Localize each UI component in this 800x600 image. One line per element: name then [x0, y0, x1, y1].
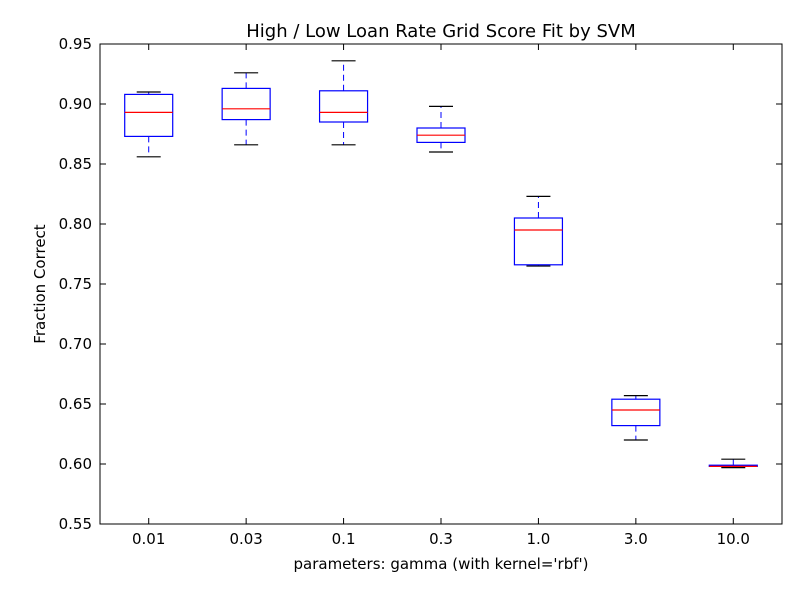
box-series: [124, 60, 758, 469]
y-tick-label-7: 0.90: [59, 95, 92, 113]
y-tick-label-6: 0.85: [59, 155, 92, 173]
y-tick-label-4: 0.75: [59, 275, 92, 293]
box-iqr: [221, 87, 271, 121]
x-tick-label-2: 0.1: [332, 530, 356, 548]
y-tick-label-3: 0.70: [59, 335, 92, 353]
y-axis: 0.55 0.60 0.65 0.70 0.75 0.80 0.85 0.90 0.95: [59, 35, 782, 533]
box-3.0: [611, 395, 661, 441]
box-iqr: [124, 93, 174, 138]
x-tick-label-6: 10.0: [717, 530, 750, 548]
x-tick-label-4: 1.0: [526, 530, 550, 548]
box-iqr: [513, 217, 564, 266]
box-0.1: [318, 60, 369, 146]
y-tick-label-2: 0.65: [59, 395, 92, 413]
chart-title: High / Low Loan Rate Grid Score Fit by S…: [246, 21, 635, 42]
y-tick-label-5: 0.80: [59, 215, 92, 233]
box-10.0: [708, 458, 758, 469]
box-1.0: [513, 195, 564, 267]
box-0.01: [124, 91, 174, 158]
x-axis: 0.01 0.03 0.1 0.3 1.0 3.0 10.0: [132, 44, 750, 548]
box-iqr: [611, 398, 661, 427]
box-0.03: [221, 72, 271, 146]
x-tick-label-0: 0.01: [132, 530, 165, 548]
x-axis-label: parameters: gamma (with kernel='rbf'): [294, 555, 589, 573]
x-tick-label-1: 0.03: [229, 530, 262, 548]
x-tick-label-3: 0.3: [429, 530, 453, 548]
x-tick-label-5: 3.0: [624, 530, 648, 548]
box-iqr: [318, 90, 369, 123]
y-tick-label-1: 0.60: [59, 455, 92, 473]
y-tick-label-8: 0.95: [59, 35, 92, 53]
y-axis-label: Fraction Correct: [31, 224, 49, 344]
y-tick-label-0: 0.55: [59, 515, 92, 533]
box-0.3: [416, 105, 466, 153]
